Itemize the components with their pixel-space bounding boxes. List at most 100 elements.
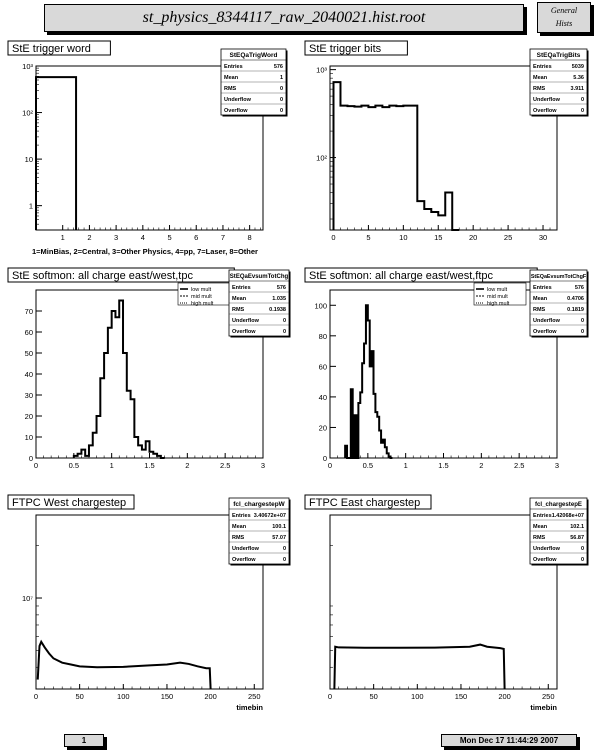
- stats-label: Underflow: [232, 318, 260, 324]
- histogram-title: StE trigger bits: [309, 43, 382, 55]
- legend-entry: mid mult: [191, 294, 212, 300]
- histogram-title-box: [7, 40, 111, 56]
- histogram-panel-5: FTPC West chargestep 0 50 100 150 200 250 10⁷ ti…: [7, 494, 291, 712]
- stats-label: Mean: [533, 524, 548, 530]
- y-tick-label: 70: [25, 307, 33, 316]
- stats-label: Entries: [533, 285, 552, 291]
- histogram-title: FTPC East chargestep: [309, 497, 420, 509]
- x-tick-label: 0: [331, 233, 335, 242]
- stats-box-title: fcl_chargestepW: [233, 501, 285, 508]
- x-tick-label: 20: [469, 233, 477, 242]
- histogram-panel-6: FTPC East chargestep 0 50 100 150 200 250 timeb…: [304, 494, 589, 712]
- stats-value: 5.36: [573, 75, 584, 81]
- stats-label: Overflow: [232, 329, 256, 335]
- legend-entry: low mult: [191, 287, 212, 293]
- file-title-banner: st_physics_8344117_raw_2040021.hist.root: [44, 4, 524, 32]
- stats-value: 57.07: [272, 535, 286, 541]
- timestamp-box: Mon Dec 17 11:44:29 2007: [441, 734, 577, 747]
- hist-group-tag-line2: Hists: [555, 19, 573, 28]
- histogram-series: [333, 643, 506, 690]
- stats-value: 0: [581, 329, 584, 335]
- y-tick-label: 100: [314, 301, 327, 310]
- stats-label: RMS: [533, 535, 546, 541]
- page-number-box: 1: [64, 734, 104, 747]
- x-tick-label: 8: [248, 233, 252, 242]
- x-tick-label: 30: [539, 233, 547, 242]
- stats-value: 0.1938: [269, 307, 286, 313]
- x-axis-label: timebin: [530, 703, 557, 712]
- stats-label: Mean: [533, 296, 548, 302]
- y-tick-label: 20: [25, 412, 33, 421]
- y-tick-label: 60: [319, 362, 327, 371]
- histogram-series: [72, 299, 165, 459]
- stats-label: RMS: [232, 307, 245, 313]
- stats-value: 0: [283, 557, 286, 563]
- x-tick-label: 1: [404, 461, 408, 470]
- stats-label: Underflow: [533, 546, 561, 552]
- y-tick-label: 30: [25, 391, 33, 400]
- stats-label: Entries: [533, 513, 552, 519]
- histogram-series: [332, 81, 460, 231]
- stats-value: 576: [274, 64, 283, 70]
- hist-group-tag: General Hists: [537, 2, 591, 33]
- stats-value: 0: [280, 86, 283, 92]
- stats-label: Underflow: [224, 97, 252, 103]
- x-tick-label: 200: [498, 692, 511, 701]
- stats-label: Mean: [232, 296, 247, 302]
- stats-value: 0.1819: [567, 307, 584, 313]
- plot-frame: [329, 65, 558, 231]
- x-tick-label: 3: [261, 461, 265, 470]
- stats-label: Overflow: [232, 557, 256, 563]
- histogram-title-box: [7, 494, 135, 510]
- x-tick-label: 2.5: [514, 461, 524, 470]
- stats-box-title: fcl_chargestepE: [535, 501, 582, 508]
- y-tick-label: 10³: [22, 62, 33, 71]
- stats-box: fcl_chargestepW Entries 3.40672e+07 Mean 100…: [228, 497, 291, 566]
- stats-value: 0: [581, 546, 584, 552]
- y-tick-label: 1: [29, 202, 33, 211]
- stats-box: StEQaEvsumTotChg Entries 576 Mean 1.035 RMS 0.…: [228, 269, 291, 338]
- x-tick-label: 100: [411, 692, 424, 701]
- x-tick-label: 5: [167, 233, 171, 242]
- stats-value: 1.035: [272, 296, 286, 302]
- histogram-title: StE trigger word: [12, 43, 91, 55]
- stats-box-title: StEQaTrigWord: [230, 52, 278, 59]
- y-tick-label: 10³: [316, 66, 327, 75]
- stats-box: StEQaTrigWord Entries 576 Mean 1 RMS 0 Underflo…: [220, 48, 288, 117]
- x-tick-label: 5: [366, 233, 370, 242]
- x-tick-label: 50: [75, 692, 83, 701]
- stats-box: StEQaTrigBits Entries 5039 Mean 5.36 RMS 3.911…: [529, 48, 589, 117]
- stats-label: Underflow: [533, 97, 561, 103]
- y-tick-label: 50: [25, 349, 33, 358]
- timestamp: Mon Dec 17 11:44:29 2007: [459, 736, 559, 745]
- histogram-panel-3: StE softmon: all charge east/west,tpc 0 0.…: [7, 267, 291, 470]
- stats-label: RMS: [232, 535, 245, 541]
- y-tick-label: 10: [25, 155, 33, 164]
- y-tick-label: 40: [25, 370, 33, 379]
- y-tick-label: 0: [29, 454, 33, 463]
- trigger-code-legend: 1=MinBias, 2=Central, 3=Other Physics, 4…: [32, 247, 258, 256]
- stats-label: Mean: [533, 75, 548, 81]
- stats-label: Overflow: [533, 557, 557, 563]
- stats-label: Overflow: [533, 329, 557, 335]
- stats-label: Mean: [224, 75, 239, 81]
- stats-value: 1: [280, 75, 283, 81]
- stats-value: 0: [283, 546, 286, 552]
- stats-label: Underflow: [232, 546, 260, 552]
- stats-label: RMS: [533, 86, 546, 92]
- histogram-title-box: [304, 40, 408, 56]
- stats-box: fcl_chargestepE Entries 1.42068e+07 Mean 102…: [529, 497, 589, 566]
- stats-label: Entries: [224, 64, 243, 70]
- histogram-title-box: [304, 494, 432, 510]
- stats-value: 3.40672e+07: [254, 513, 286, 519]
- histogram-series: [344, 304, 393, 459]
- stats-label: Entries: [533, 64, 552, 70]
- x-tick-label: 0: [328, 692, 332, 701]
- x-tick-label: 25: [504, 233, 512, 242]
- x-tick-label: 1.5: [144, 461, 154, 470]
- x-tick-label: 2: [87, 233, 91, 242]
- stats-box-title: StEQaEvsumTotChgF: [531, 274, 587, 280]
- page-number: 1: [81, 736, 87, 745]
- y-tick-label: 10²: [316, 154, 327, 163]
